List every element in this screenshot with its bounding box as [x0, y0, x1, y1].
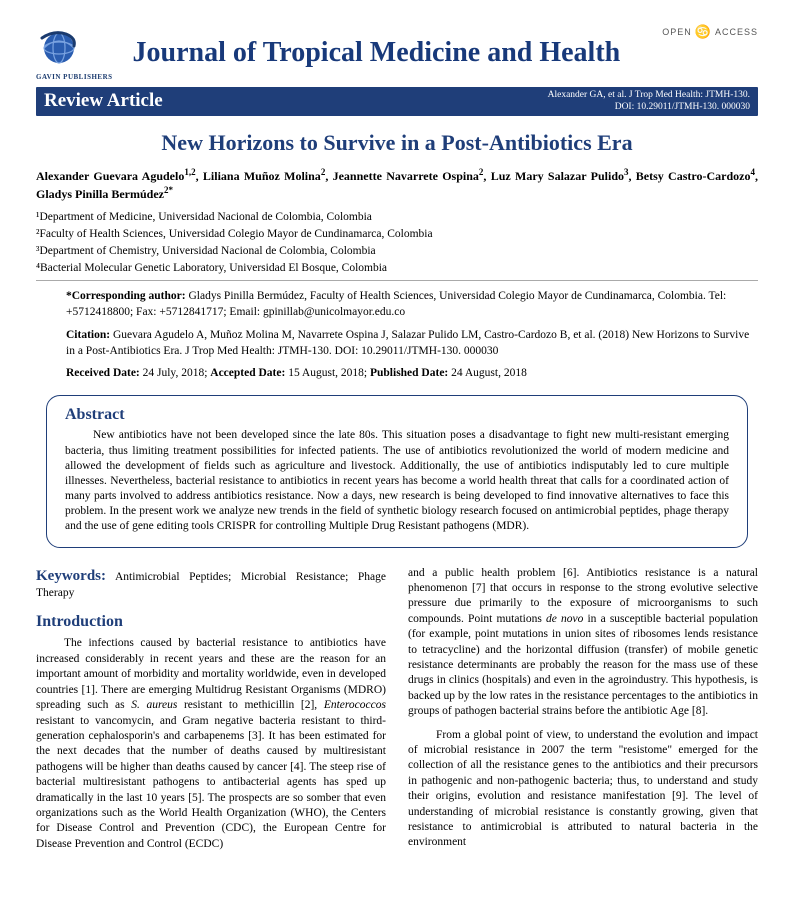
corresponding-label: *Corresponding author: [66, 290, 186, 302]
article-type: Review Article [44, 90, 163, 112]
published-text: 24 August, 2018 [448, 367, 527, 379]
citation-short: Alexander GA, et al. J Trop Med Health: … [548, 89, 750, 114]
open-access-left: OPEN [662, 27, 692, 37]
full-citation: Citation: Guevara Agudelo A, Muñoz Molin… [66, 328, 754, 359]
keywords-label: Keywords: [36, 568, 106, 584]
publisher-logo: GAVIN PUBLISHERS [36, 24, 113, 81]
affiliation-2: ²Faculty of Health Sciences, Universidad… [36, 228, 758, 240]
affiliation-1: ¹Department of Medicine, Universidad Nac… [36, 211, 758, 223]
article-title: New Horizons to Survive in a Post-Antibi… [36, 130, 758, 156]
affiliation-4: ⁴Bacterial Molecular Genetic Laboratory,… [36, 262, 758, 274]
citation-short-line2: DOI: 10.29011/JTMH-130. 000030 [548, 101, 750, 113]
article-dates: Received Date: 24 July, 2018; Accepted D… [66, 367, 754, 379]
author-list: Alexander Guevara Agudelo1,2, Liliana Mu… [36, 166, 758, 204]
open-access-badge: OPEN ♋ ACCESS [662, 24, 758, 40]
open-access-right: ACCESS [715, 27, 758, 37]
published-label: Published Date: [370, 367, 448, 379]
review-bar: Review Article Alexander GA, et al. J Tr… [36, 87, 758, 116]
affiliation-3: ³Department of Chemistry, Universidad Na… [36, 245, 758, 257]
intro-para-1: The infections caused by bacterial resis… [36, 636, 386, 852]
accepted-label: Accepted Date: [210, 367, 285, 379]
keywords-block: Keywords: Antimicrobial Peptides; Microb… [36, 566, 386, 602]
received-label: Received Date: [66, 367, 140, 379]
citation-label: Citation: [66, 329, 110, 341]
column-right: and a public health problem [6]. Antibio… [408, 566, 758, 853]
citation-text: Guevara Agudelo A, Muñoz Molina M, Navar… [66, 329, 749, 357]
citation-short-line1: Alexander GA, et al. J Trop Med Health: … [548, 89, 750, 101]
corresponding-author: *Corresponding author: Gladys Pinilla Be… [66, 289, 754, 320]
column-left: Keywords: Antimicrobial Peptides; Microb… [36, 566, 386, 853]
abstract-heading: Abstract [65, 406, 729, 424]
publisher-logo-block: GAVIN PUBLISHERS Journal of Tropical Med… [36, 24, 620, 81]
accepted-text: 15 August, 2018; [285, 367, 370, 379]
intro-para-2: and a public health problem [6]. Antibio… [408, 566, 758, 720]
publisher-caption: GAVIN PUBLISHERS [36, 73, 113, 81]
header-row: GAVIN PUBLISHERS Journal of Tropical Med… [36, 24, 758, 81]
globe-logo-icon [36, 24, 82, 70]
body-columns: Keywords: Antimicrobial Peptides; Microb… [36, 566, 758, 853]
intro-para-3: From a global point of view, to understa… [408, 728, 758, 851]
journal-title: Journal of Tropical Medicine and Health [133, 37, 621, 69]
abstract-text: New antibiotics have not been developed … [65, 428, 729, 534]
introduction-heading: Introduction [36, 611, 386, 632]
open-access-lock-icon: ♋ [695, 24, 712, 40]
abstract-box: Abstract New antibiotics have not been d… [46, 395, 748, 547]
received-text: 24 July, 2018; [140, 367, 211, 379]
divider [36, 280, 758, 281]
